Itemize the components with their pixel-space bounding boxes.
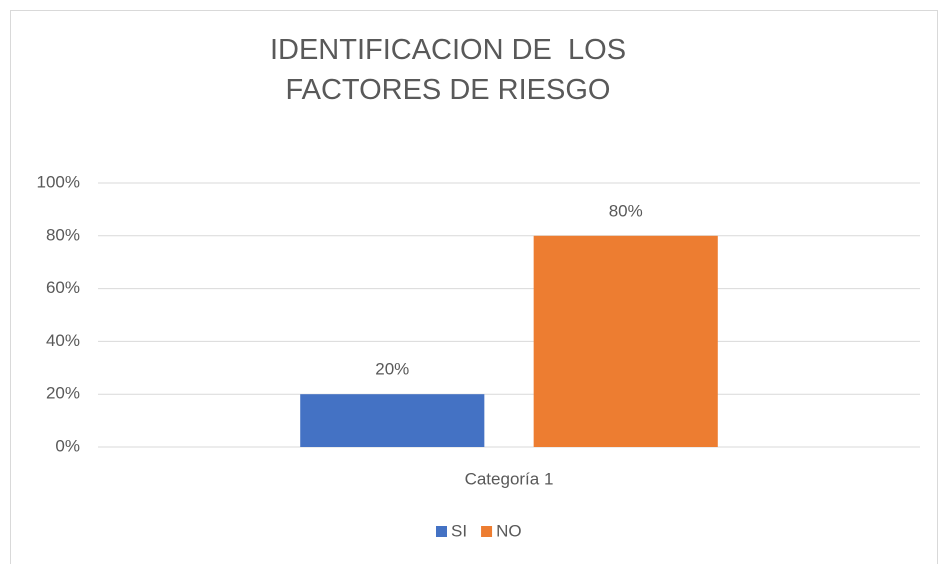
y-tick-label: 20% — [46, 384, 80, 403]
y-tick-label: 0% — [55, 436, 80, 455]
x-tick-label: Categoría 1 — [465, 469, 554, 488]
legend-swatch — [481, 526, 493, 537]
chart-border — [10, 10, 938, 564]
y-tick-label: 40% — [46, 331, 80, 350]
legend-label: NO — [496, 521, 522, 540]
bar — [300, 394, 485, 447]
data-label: 20% — [375, 360, 409, 379]
legend-swatch — [436, 526, 447, 537]
y-tick-label: 60% — [46, 278, 80, 297]
bar — [533, 235, 718, 447]
chart-title: IDENTIFICACION DE LOS FACTORES DE RIESGO — [269, 34, 635, 106]
data-label: 80% — [609, 201, 643, 220]
y-tick-label: 80% — [46, 225, 80, 244]
y-tick-label: 100% — [37, 172, 80, 191]
legend-label: SI — [451, 521, 467, 540]
